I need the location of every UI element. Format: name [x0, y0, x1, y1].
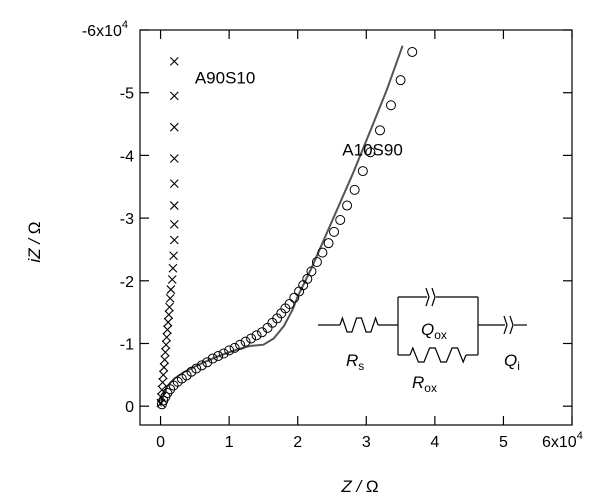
a90s10-point	[164, 310, 174, 320]
a90s10-point	[169, 201, 179, 210]
plot-frame	[139, 29, 573, 426]
plot-border	[139, 29, 573, 426]
a90s10-point	[162, 332, 172, 342]
a90s10-point	[168, 263, 178, 273]
a10s90-point	[375, 125, 385, 136]
x-tick-label: 3	[362, 434, 371, 451]
x-tick-label: 1	[225, 434, 234, 451]
y-tick-label: -3	[120, 211, 134, 228]
a10s90-point	[317, 247, 328, 258]
a10s90-point	[207, 353, 218, 364]
a90s10-point	[165, 293, 175, 303]
a90s10-point	[163, 325, 172, 335]
a90s10-point	[159, 362, 169, 372]
qox-label: Qox	[421, 320, 447, 342]
fit-curve	[159, 45, 404, 407]
a90s10-point	[167, 275, 177, 284]
series-annotation: A10S90	[342, 140, 403, 159]
a10s90-point	[229, 342, 240, 353]
a10s90-point	[365, 147, 376, 158]
fit-curve-layer	[159, 45, 404, 407]
rox-label: Rox	[412, 373, 437, 395]
rox-resistor	[409, 346, 467, 364]
a90s10-point	[169, 91, 179, 101]
a10s90-point	[235, 339, 246, 350]
y-tick-label: -2	[120, 274, 134, 291]
series-annotation: A90S10	[195, 68, 256, 87]
a90s10-point	[160, 355, 170, 365]
a90s10-point	[161, 340, 171, 350]
qi-element	[503, 315, 514, 335]
a90s10-point	[169, 235, 179, 245]
a10s90-point	[224, 345, 235, 356]
a10s90-point	[329, 226, 340, 237]
a10s90-point	[246, 333, 257, 344]
a10s90-point	[306, 266, 317, 277]
y-tick-label: 0	[125, 399, 134, 416]
a90s10-point	[158, 377, 168, 387]
a10s90-point	[311, 256, 322, 267]
x-multiplier-label: 6x104	[542, 430, 583, 451]
a10s90-point	[357, 166, 368, 177]
a10s90-point	[196, 360, 207, 371]
a10s90-point	[395, 75, 406, 86]
rs-label: Rs	[346, 351, 364, 373]
a10s90-point	[213, 351, 224, 362]
y-axis-title: iZ / Ω	[25, 221, 44, 262]
marker-layer	[156, 46, 418, 410]
a10s90-point	[323, 238, 334, 249]
x-tick-label: 2	[293, 434, 302, 451]
tick-layer: 0 1 2 3 4 5 0 -1 -2 -3 -4 -5 6x104 -6x104	[82, 19, 583, 451]
a90s10-point	[165, 302, 174, 312]
qi-label: Qi	[504, 351, 520, 373]
y-tick-label: -4	[120, 148, 134, 165]
a10s90-point	[349, 184, 360, 195]
rs-resistor	[339, 316, 379, 333]
y-tick-label: -1	[120, 336, 134, 353]
a10s90-point	[240, 336, 251, 347]
a90s10-point	[158, 370, 168, 380]
y-multiplier-label: -6x104	[82, 19, 128, 40]
x-tick-label: 0	[156, 434, 165, 451]
equivalent-circuit: Rs Qox Rox Qi	[318, 287, 527, 395]
a90s10-point	[169, 56, 179, 66]
x-tick-label: 4	[430, 434, 439, 451]
a90s10-point	[169, 179, 179, 189]
a10s90-point	[202, 357, 213, 368]
a10s90-point	[335, 214, 346, 225]
a10s90-point	[251, 330, 262, 341]
a90s10-point	[169, 219, 179, 229]
x-tick-label: 5	[499, 434, 508, 451]
y-tick-label: -5	[120, 86, 134, 103]
a10s90-point	[385, 100, 396, 111]
a10s90-point	[407, 46, 418, 57]
a90s10-point	[169, 251, 178, 261]
a10s90-point	[289, 292, 300, 303]
a90s10-point	[163, 317, 173, 327]
a90s10-point	[169, 122, 179, 132]
x-axis-title: Z / Ω	[340, 477, 378, 496]
a10s90-point	[302, 273, 313, 284]
a10s90-point	[218, 348, 229, 359]
a10s90-point	[165, 384, 176, 395]
a90s10-point	[160, 347, 170, 357]
a10s90-point	[284, 298, 295, 309]
a10s90-point	[342, 200, 353, 211]
annotation-layer: A90S10 A10S90	[195, 68, 403, 159]
qox-element	[425, 287, 436, 307]
a10s90-point	[191, 363, 202, 374]
a90s10-point	[166, 285, 176, 294]
a90s10-point	[169, 154, 179, 163]
